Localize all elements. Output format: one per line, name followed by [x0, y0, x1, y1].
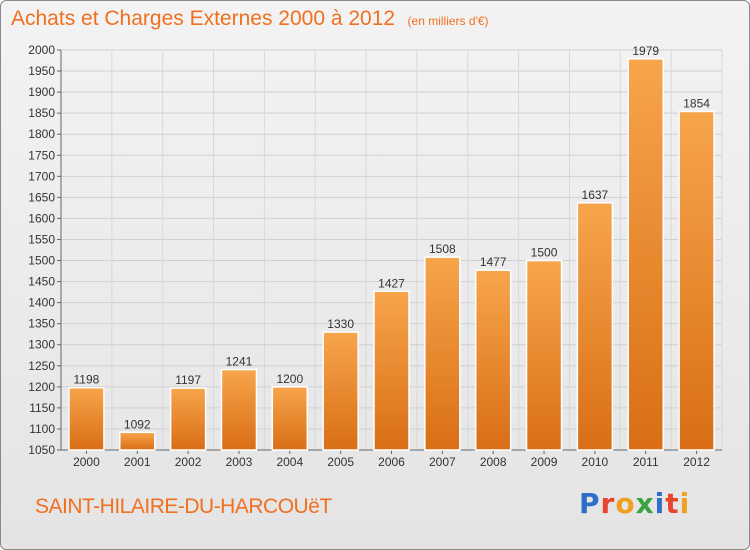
- bar: [678, 110, 715, 451]
- bar: [119, 431, 156, 451]
- bar: [576, 202, 614, 451]
- chart-title: Achats et Charges Externes 2000 à 2012: [11, 7, 396, 30]
- y-tick-label: 1300: [28, 338, 55, 352]
- proxiti-logo[interactable]: Proxiti: [579, 487, 690, 520]
- x-tick-label: 2009: [531, 455, 558, 469]
- y-tick-label: 1450: [28, 275, 55, 289]
- chart-title-row: Achats et Charges Externes 2000 à 2012 (…: [11, 7, 489, 31]
- logo-letter: P: [579, 487, 601, 520]
- x-tick-label: 2003: [226, 455, 253, 469]
- bar: [68, 386, 105, 451]
- bars: [68, 58, 715, 451]
- y-tick-label: 1350: [28, 317, 55, 331]
- x-tick-label: 2012: [683, 455, 710, 469]
- y-tick-label: 1550: [28, 232, 55, 246]
- x-tick-label: 2006: [378, 455, 405, 469]
- bar: [627, 58, 664, 451]
- data-label: 1508: [429, 242, 456, 256]
- data-label: 1854: [683, 96, 710, 110]
- y-tick-label: 1600: [28, 211, 55, 225]
- y-tick-label: 1800: [28, 127, 55, 141]
- logo-letter: x: [635, 487, 655, 520]
- data-label: 1500: [531, 246, 558, 260]
- logo-letter: r: [600, 487, 616, 520]
- bar: [271, 386, 309, 451]
- bar: [424, 256, 461, 451]
- x-tick-label: 2010: [582, 455, 609, 469]
- data-label: 1092: [124, 417, 151, 431]
- data-label: 1198: [74, 373, 100, 387]
- y-tick-label: 1100: [29, 422, 55, 436]
- y-tick-label: 1750: [28, 148, 55, 162]
- bar: [525, 259, 563, 451]
- y-tick-label: 1700: [28, 169, 55, 183]
- y-tick-label: 1900: [28, 85, 55, 99]
- x-tick-label: 2001: [124, 455, 151, 469]
- y-tick-label: 1950: [28, 64, 55, 78]
- data-label: 1197: [175, 373, 201, 387]
- data-label: 1427: [378, 276, 405, 290]
- y-tick-label: 2000: [28, 43, 55, 57]
- x-tick-label: 2007: [429, 455, 456, 469]
- y-tick-labels: 1050 1100 1150 1200 1250 1300 1350 1400 1450 1500…: [28, 43, 55, 457]
- data-label: 1241: [226, 355, 253, 369]
- town-name: SAINT-HILAIRE-DU-HARCOUëT: [35, 495, 332, 518]
- y-tick-label: 1050: [28, 443, 55, 457]
- data-label: 1200: [276, 372, 303, 386]
- y-tick-label: 1650: [28, 190, 55, 204]
- y-tick-label: 1250: [28, 359, 55, 373]
- y-tick-label: 1500: [28, 254, 55, 268]
- bar: [220, 368, 258, 451]
- y-tick-label: 1200: [28, 380, 55, 394]
- data-label: 1330: [327, 317, 354, 331]
- bar: [322, 331, 359, 451]
- logo-letter: i: [679, 487, 691, 520]
- logo-letter: i: [654, 487, 666, 520]
- logo-letter: t: [665, 487, 680, 520]
- y-tick-label: 1850: [28, 106, 55, 120]
- data-label: 1477: [480, 255, 507, 269]
- x-tick-label: 2011: [633, 455, 659, 469]
- y-tick-label: 1150: [29, 401, 55, 415]
- data-label: 1979: [632, 44, 659, 58]
- data-label: 1637: [582, 188, 609, 202]
- x-tick-label: 2008: [480, 455, 507, 469]
- chart-unit: (en milliers d'€): [407, 14, 489, 28]
- bar: [169, 387, 207, 451]
- x-tick-label: 2005: [327, 455, 354, 469]
- bar: [373, 290, 410, 451]
- logo-letter: o: [615, 487, 636, 520]
- y-tick-label: 1400: [28, 296, 55, 310]
- x-tick-label: 2004: [276, 455, 303, 469]
- x-tick-label: 2000: [73, 455, 100, 469]
- x-tick-labels: 2000 2001 2002 2003 2004 2005 2006 2007 2008 2009…: [73, 455, 710, 469]
- x-tick-label: 2002: [175, 455, 202, 469]
- bar: [474, 269, 512, 451]
- data-labels: 1198 1092 1197 1241 1200 1330 1427 1508 1477 1500…: [74, 44, 711, 431]
